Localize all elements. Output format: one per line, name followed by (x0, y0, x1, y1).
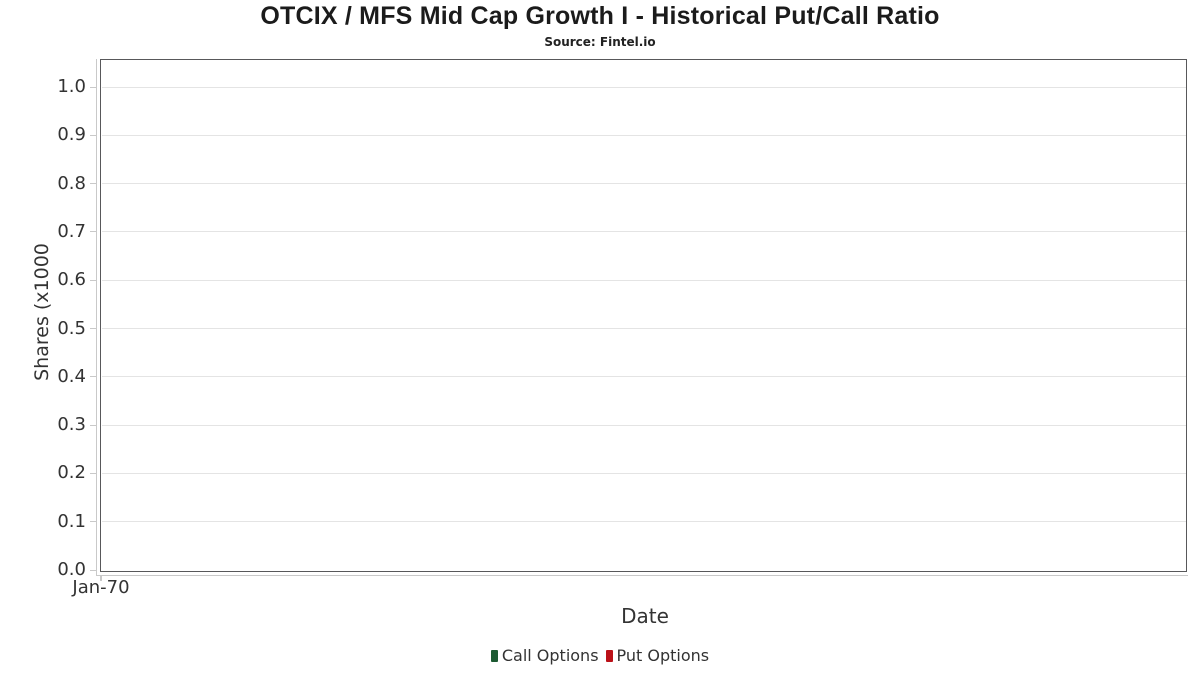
y-tick-mark (90, 569, 97, 571)
gridline (102, 521, 1186, 523)
y-tick-mark (90, 521, 97, 523)
y-tick-label: 0.7 (57, 220, 86, 242)
call-options-swatch-icon (490, 649, 498, 662)
y-tick-mark (90, 231, 97, 233)
y-tick-label: 0.8 (57, 172, 86, 194)
y-tick-mark (90, 328, 97, 329)
y-tick-label: 0.9 (57, 124, 86, 146)
gridline (102, 424, 1186, 426)
legend-label-put-options: Put Options (616, 646, 710, 665)
gridline (102, 328, 1186, 329)
y-tick-label: 0.2 (57, 462, 86, 484)
y-tick-mark (90, 424, 97, 426)
y-tick-mark (90, 376, 97, 378)
legend-item-call-options[interactable]: Call Options (490, 646, 599, 665)
x-tick-label: Jan-70 (72, 577, 130, 598)
y-tick-mark (90, 183, 97, 185)
gridline (102, 183, 1186, 185)
x-tick-mark (100, 575, 102, 581)
x-axis-line (96, 575, 1188, 576)
y-tick-label: 0.0 (57, 559, 86, 580)
y-tick-mark (90, 134, 97, 136)
legend-label-call-options: Call Options (501, 646, 599, 665)
y-tick-mark (90, 279, 97, 281)
y-tick-mark (90, 86, 97, 88)
y-tick-label: 0.4 (57, 365, 86, 387)
plot-area (100, 59, 1187, 572)
y-axis-title: Shares (x1000 (31, 243, 53, 381)
gridline (102, 134, 1186, 136)
put-options-swatch-icon (605, 649, 613, 662)
y-tick-label: 0.6 (57, 269, 86, 291)
x-axis-title: Date (621, 604, 669, 628)
gridline (102, 376, 1186, 378)
y-tick-label: 1.0 (57, 76, 86, 97)
gridline (102, 279, 1186, 281)
y-tick-mark (90, 472, 97, 474)
chart-title: OTCIX / MFS Mid Cap Growth I - Historica… (260, 2, 940, 30)
gridline (102, 86, 1186, 88)
chart-subtitle: Source: Fintel.io (544, 35, 656, 49)
y-tick-label: 0.1 (57, 510, 86, 532)
y-tick-label: 0.3 (57, 414, 86, 436)
legend-item-put-options[interactable]: Put Options (605, 646, 710, 665)
y-axis-line (96, 59, 97, 575)
gridline (102, 231, 1186, 233)
legend: Call Options Put Options (0, 646, 1200, 665)
gridline (102, 472, 1186, 474)
y-tick-label: 0.5 (57, 317, 86, 339)
